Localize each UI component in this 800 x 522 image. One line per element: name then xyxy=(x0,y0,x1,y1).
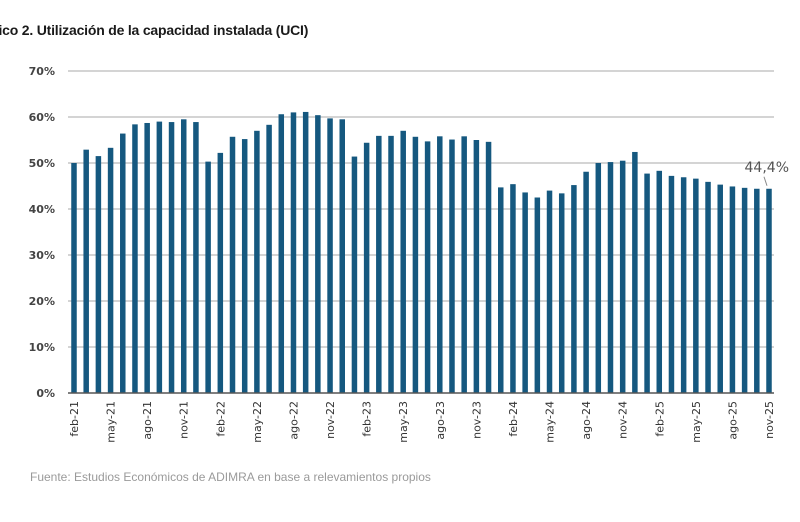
x-tick-label: ago-23 xyxy=(434,401,447,440)
bar-may-21 xyxy=(107,147,114,393)
bar-jul-25 xyxy=(717,184,723,393)
annotation-leader xyxy=(763,176,768,186)
bar-mar-22 xyxy=(229,136,236,393)
bar-abr-23 xyxy=(388,135,394,394)
x-tick-label: feb-21 xyxy=(68,401,81,437)
bar-may-25 xyxy=(693,178,699,393)
y-tick-label: 20% xyxy=(29,295,55,308)
y-tick-label: 0% xyxy=(36,387,55,400)
bar-ago-25 xyxy=(729,186,736,393)
bar-abr-24 xyxy=(534,197,541,393)
bar-ene-24 xyxy=(498,187,504,393)
x-tick-label: may-23 xyxy=(397,401,410,443)
bar-mar-21 xyxy=(83,149,89,393)
source-note: Fuente: Estudios Económicos de ADIMRA en… xyxy=(30,470,431,484)
bar-feb-22 xyxy=(217,152,224,393)
bar-ago-24 xyxy=(583,171,589,393)
bar-abr-22 xyxy=(241,139,248,393)
bar-sep-25 xyxy=(741,187,748,393)
bar-jun-22 xyxy=(266,124,272,393)
bar-sep-21 xyxy=(156,121,163,393)
y-tick-label: 40% xyxy=(29,203,55,216)
bar-feb-21 xyxy=(71,163,77,393)
bar-ago-21 xyxy=(144,122,150,393)
bar-sep-24 xyxy=(595,163,602,393)
annotation-label: 44,4% xyxy=(745,160,789,176)
x-tick-label: may-21 xyxy=(105,401,118,443)
bar-feb-25 xyxy=(656,170,663,393)
bar-oct-25 xyxy=(754,188,760,393)
bar-sep-23 xyxy=(449,139,455,393)
x-tick-label: feb-23 xyxy=(361,401,374,437)
bar-nov-24 xyxy=(619,160,626,393)
bar-oct-21 xyxy=(168,122,175,393)
y-tick-label: 10% xyxy=(29,341,55,354)
bar-ene-25 xyxy=(644,173,650,393)
bar-ene-23 xyxy=(351,156,358,393)
bar-ago-22 xyxy=(290,112,297,394)
bar-nov-23 xyxy=(473,140,480,393)
bar-oct-24 xyxy=(607,162,614,393)
x-tick-label: ago-24 xyxy=(580,401,593,440)
bar-mar-23 xyxy=(376,135,382,394)
bar-dic-24 xyxy=(632,151,638,393)
x-tick-label: feb-24 xyxy=(507,401,520,437)
bar-dic-23 xyxy=(485,141,492,393)
bar-oct-23 xyxy=(461,136,467,393)
bar-dic-22 xyxy=(339,119,345,394)
bar-ago-23 xyxy=(437,136,443,393)
x-tick-label: nov-21 xyxy=(178,401,191,439)
bar-nov-21 xyxy=(180,119,187,394)
bar-mar-25 xyxy=(668,175,675,393)
x-tick-label: ago-22 xyxy=(287,401,300,440)
x-tick-label: may-22 xyxy=(251,401,264,443)
chart-title: fico 2. Utilización de la capacidad inst… xyxy=(0,22,309,38)
bar-oct-22 xyxy=(315,115,321,393)
x-tick-label: feb-25 xyxy=(653,401,666,437)
x-tick-label: feb-22 xyxy=(214,401,227,437)
bar-jun-25 xyxy=(705,181,711,393)
bar-jul-21 xyxy=(132,124,138,394)
bar-may-22 xyxy=(254,130,260,394)
bar-jun-23 xyxy=(412,136,419,393)
x-tick-label: may-24 xyxy=(544,401,557,443)
y-tick-label: 30% xyxy=(29,249,55,262)
bar-jun-24 xyxy=(558,193,565,393)
y-tick-label: 60% xyxy=(29,111,55,124)
bar-ene-22 xyxy=(205,161,211,393)
bar-mar-24 xyxy=(522,192,528,393)
bar-nov-25 xyxy=(766,188,772,393)
x-tick-label: nov-23 xyxy=(470,401,483,439)
x-tick-label: nov-24 xyxy=(617,401,630,439)
y-tick-label: 50% xyxy=(29,157,55,170)
bar-feb-24 xyxy=(510,184,516,393)
bar-may-24 xyxy=(546,190,553,393)
bar-dic-21 xyxy=(193,122,199,393)
bar-nov-22 xyxy=(327,118,333,393)
bar-sep-22 xyxy=(302,111,309,393)
bar-feb-23 xyxy=(363,142,370,393)
bar-jun-21 xyxy=(120,133,126,393)
x-tick-label: nov-22 xyxy=(324,401,337,439)
bar-abr-21 xyxy=(95,156,102,393)
bar-abr-25 xyxy=(680,177,687,393)
x-tick-label: ago-25 xyxy=(726,401,739,440)
bar-jul-24 xyxy=(571,185,577,393)
x-tick-label: may-25 xyxy=(690,401,703,443)
x-tick-label: ago-21 xyxy=(141,401,154,440)
bar-jul-22 xyxy=(278,114,285,394)
x-tick-label: nov-25 xyxy=(763,401,776,439)
bar-may-23 xyxy=(400,130,406,394)
y-tick-label: 70% xyxy=(29,65,55,78)
bar-jul-23 xyxy=(424,141,431,393)
